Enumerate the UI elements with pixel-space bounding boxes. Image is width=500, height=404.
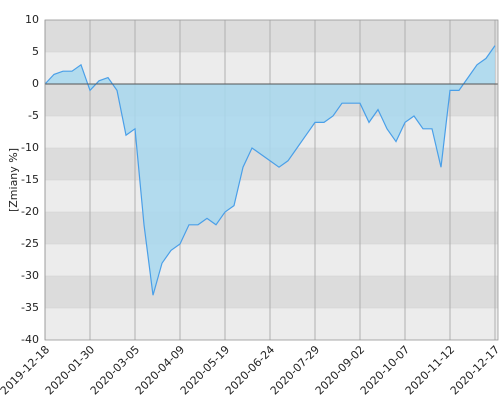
y-tick-label: -5	[28, 109, 39, 122]
grid-band	[45, 244, 498, 276]
y-tick-label: -10	[21, 141, 39, 154]
y-tick-label: -30	[21, 269, 39, 282]
y-tick-label: -40	[21, 333, 39, 346]
y-tick-label: -20	[21, 205, 39, 218]
y-tick-label: 0	[32, 77, 39, 90]
y-axis-label: [Zmiany %]	[7, 148, 20, 212]
grid-band	[45, 52, 498, 84]
line	[44, 45, 496, 296]
y-tick-label: -35	[21, 301, 39, 314]
grid-band	[45, 212, 498, 244]
y-tick-label: -15	[21, 173, 39, 186]
area	[45, 45, 495, 296]
grid-band	[45, 20, 498, 52]
y-tick-label: 10	[25, 13, 39, 26]
grid-band	[45, 180, 498, 212]
grid-band	[45, 308, 498, 340]
y-tick-label: -25	[21, 237, 39, 250]
y-tick-label: 5	[32, 45, 39, 58]
plot-border	[44, 19, 499, 341]
grid-band	[45, 276, 498, 308]
